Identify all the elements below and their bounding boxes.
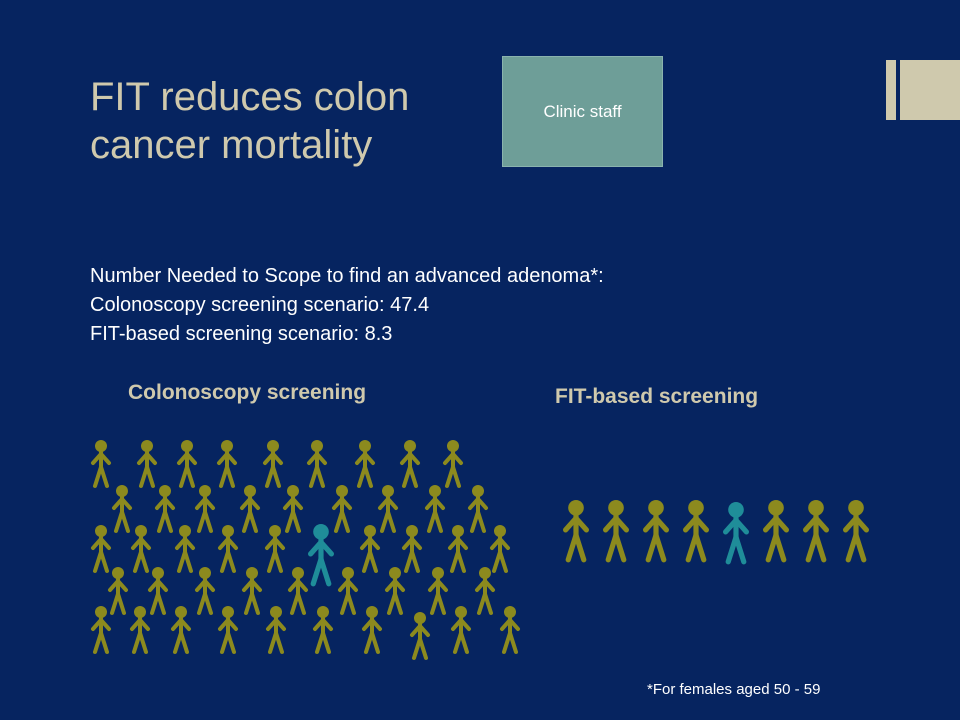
person-icon [400, 440, 420, 488]
slide-title-line-2: cancer mortality [90, 123, 373, 167]
person-icon [378, 485, 398, 533]
person-icon [130, 606, 150, 654]
person-icon [283, 485, 303, 533]
person-icon [108, 567, 128, 615]
clinic-staff-badge: Clinic staff [502, 56, 663, 167]
person-icon [562, 500, 590, 563]
person-icon [177, 440, 197, 488]
person-icon [360, 525, 380, 573]
person-icon [362, 606, 382, 654]
person-icon [91, 525, 111, 573]
person-icon [131, 525, 151, 573]
person-icon [218, 525, 238, 573]
body-text: Number Needed to Scope to find an advanc… [90, 262, 604, 349]
person-icon [602, 500, 630, 563]
colonoscopy-heading: Colonoscopy screening [128, 381, 367, 404]
person-icon [91, 606, 111, 654]
person-icon [410, 612, 430, 660]
person-icon [762, 500, 790, 563]
person-icon [842, 500, 870, 563]
person-icon [217, 440, 237, 488]
person-icon [195, 485, 215, 533]
body-line-colonoscopy: Colonoscopy screening scenario: 47.4 [90, 294, 430, 316]
person-icon [155, 485, 175, 533]
person-icon [91, 440, 111, 488]
slide-title: FIT reduces colon cancer mortality [90, 73, 490, 169]
person-icon [802, 500, 830, 563]
slide-title-line-1: FIT reduces colon [90, 75, 410, 119]
person-icon [385, 567, 405, 615]
person-icon [137, 440, 157, 488]
person-icon [500, 606, 520, 654]
decorative-bar [886, 60, 896, 120]
person-icon [112, 485, 132, 533]
person-icon [682, 500, 710, 563]
person-icon [195, 567, 215, 615]
person-icon [448, 525, 468, 573]
person-icon [468, 485, 488, 533]
person-icon [263, 440, 283, 488]
body-line-nns: Number Needed to Scope to find an advanc… [90, 265, 604, 287]
footnote: *For females aged 50 - 59 [647, 681, 821, 698]
person-icon [171, 606, 191, 654]
person-highlighted-icon [308, 524, 334, 587]
fit-heading: FIT-based screening [555, 385, 759, 408]
person-highlighted-icon [722, 502, 750, 565]
person-icon [313, 606, 333, 654]
person-icon [451, 606, 471, 654]
person-icon [266, 606, 286, 654]
person-icon [240, 485, 260, 533]
person-icon [242, 567, 262, 615]
person-icon [338, 567, 358, 615]
person-icon [443, 440, 463, 488]
person-icon [425, 485, 445, 533]
person-icon [175, 525, 195, 573]
decorative-square [900, 60, 960, 120]
person-icon [402, 525, 422, 573]
person-icon [428, 567, 448, 615]
clinic-staff-label: Clinic staff [543, 101, 622, 121]
person-icon [332, 485, 352, 533]
body-line-fit: FIT-based screening scenario: 8.3 [90, 323, 393, 345]
person-icon [642, 500, 670, 563]
person-icon [265, 525, 285, 573]
person-icon [475, 567, 495, 615]
person-icon [288, 567, 308, 615]
person-icon [148, 567, 168, 615]
person-icon [218, 606, 238, 654]
person-icon [490, 525, 510, 573]
person-icon [307, 440, 327, 488]
person-icon [355, 440, 375, 488]
